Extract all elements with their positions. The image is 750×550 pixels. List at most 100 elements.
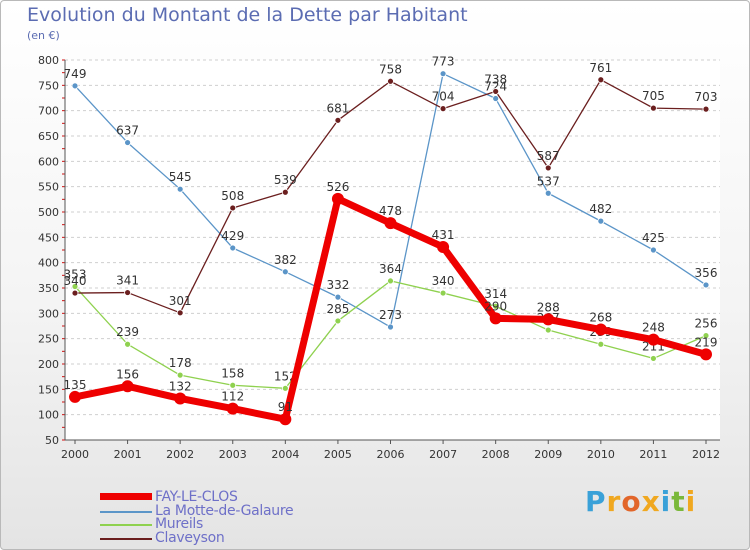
data-point-fay-le-clos — [121, 380, 134, 393]
y-tick-label: 650 — [38, 130, 59, 143]
data-label-fay-le-clos: 132 — [169, 379, 192, 393]
x-tick-label: 2007 — [429, 448, 457, 461]
x-tick-label: 2011 — [639, 448, 667, 461]
data-label-claveyson: 681 — [326, 101, 349, 115]
data-point-mureils — [650, 355, 657, 362]
x-tick-label: 2008 — [482, 448, 510, 461]
data-label-fay-le-clos: 219 — [695, 335, 718, 349]
data-label-mureils: 364 — [379, 262, 402, 276]
data-point-claveyson — [334, 116, 342, 124]
data-point-claveyson — [702, 105, 710, 113]
data-label-mureils: 158 — [221, 366, 244, 380]
data-point-mureils — [281, 384, 289, 392]
data-point-mureils — [71, 283, 79, 290]
data-point-fay-le-clos — [647, 333, 660, 346]
x-tick-label: 2003 — [219, 448, 247, 461]
data-point-claveyson — [597, 76, 605, 84]
data-label-claveyson: 341 — [116, 274, 139, 288]
data-label-la-motte-de-galaure: 482 — [589, 202, 612, 216]
data-point-la-motte-de-galaure — [71, 82, 79, 90]
data-point-claveyson — [387, 77, 394, 85]
data-label-mureils: 314 — [484, 287, 507, 301]
data-point-fay-le-clos — [594, 323, 607, 336]
y-tick-label: 600 — [38, 155, 59, 168]
x-tick-label: 2000 — [61, 448, 89, 461]
data-point-fay-le-clos — [384, 217, 397, 230]
data-point-la-motte-de-galaure — [650, 246, 657, 254]
data-point-fay-le-clos — [489, 312, 502, 325]
data-label-la-motte-de-galaure: 637 — [116, 124, 139, 138]
data-label-claveyson: 508 — [221, 189, 244, 203]
data-point-fay-le-clos — [331, 192, 344, 205]
data-point-claveyson — [229, 204, 237, 212]
data-label-fay-le-clos: 248 — [642, 321, 665, 335]
data-point-mureils — [439, 289, 447, 297]
y-tick-label: 400 — [38, 257, 59, 270]
data-point-la-motte-de-galaure — [702, 281, 710, 289]
legend-label: FAY-LE-CLOS — [155, 489, 238, 505]
data-label-mureils: 239 — [116, 325, 139, 339]
data-label-fay-le-clos: 268 — [589, 311, 612, 325]
data-label-la-motte-de-galaure: 545 — [169, 170, 192, 184]
y-tick-label: 750 — [38, 79, 59, 92]
data-label-fay-le-clos: 288 — [537, 300, 560, 314]
y-tick-label: 700 — [38, 105, 59, 118]
y-tick-label: 300 — [38, 307, 59, 320]
data-point-la-motte-de-galaure — [176, 185, 184, 193]
chart-title: Evolution du Montant de la Dette par Hab… — [27, 4, 468, 26]
data-label-claveyson: 703 — [695, 90, 718, 104]
x-tick-label: 2001 — [114, 448, 142, 461]
data-label-la-motte-de-galaure: 332 — [326, 278, 349, 292]
x-tick-label: 2009 — [534, 448, 562, 461]
data-label-la-motte-de-galaure: 273 — [379, 308, 402, 322]
legend-label: Mureils — [155, 516, 203, 532]
data-point-mureils — [492, 302, 500, 310]
y-tick-label: 500 — [38, 206, 59, 219]
data-label-la-motte-de-galaure: 356 — [695, 266, 718, 280]
data-label-mureils: 256 — [695, 317, 718, 331]
data-label-claveyson: 761 — [589, 61, 612, 75]
logo-letter: i — [685, 485, 697, 518]
y-tick-label: 200 — [38, 358, 59, 371]
data-label-claveyson: 587 — [537, 149, 560, 163]
data-label-la-motte-de-galaure: 429 — [221, 229, 244, 243]
plot-area — [65, 60, 720, 440]
data-label-fay-le-clos: 478 — [379, 204, 402, 218]
legend-swatch — [100, 511, 152, 513]
data-point-mureils — [387, 277, 394, 285]
data-label-claveyson: 340 — [64, 274, 87, 288]
data-point-la-motte-de-galaure — [492, 95, 500, 102]
x-tick-label: 2010 — [587, 448, 615, 461]
data-point-claveyson — [492, 88, 500, 95]
data-label-claveyson: 539 — [274, 173, 297, 187]
data-label-mureils: 340 — [432, 274, 455, 288]
y-tick-label: 100 — [38, 409, 59, 422]
y-tick-label: 800 — [38, 54, 59, 67]
data-point-mureils — [702, 332, 710, 340]
y-tick-label: 350 — [38, 282, 59, 295]
data-point-claveyson — [176, 309, 184, 317]
logo-letter: P — [585, 485, 607, 518]
data-point-mureils — [176, 371, 184, 379]
chart-subtitle: (en €) — [27, 29, 60, 42]
data-point-la-motte-de-galaure — [387, 323, 394, 331]
data-label-la-motte-de-galaure: 382 — [274, 253, 297, 267]
data-point-fay-le-clos — [279, 413, 292, 426]
x-tick-label: 2005 — [324, 448, 352, 461]
data-point-la-motte-de-galaure — [439, 70, 447, 78]
legend-swatch — [100, 493, 152, 500]
data-label-fay-le-clos: 290 — [484, 299, 507, 313]
data-point-fay-le-clos — [174, 392, 187, 405]
x-tick-label: 2004 — [271, 448, 299, 461]
data-point-la-motte-de-galaure — [544, 189, 552, 197]
data-point-mureils — [334, 317, 342, 325]
logo-letter: x — [641, 485, 661, 518]
data-label-mureils: 178 — [169, 356, 192, 370]
logo-letter: t — [671, 485, 686, 518]
data-point-la-motte-de-galaure — [281, 268, 289, 276]
data-label-mureils: 152 — [274, 369, 297, 383]
logo-letter: r — [606, 485, 622, 518]
data-point-mureils — [597, 340, 605, 348]
y-tick-label: 250 — [38, 333, 59, 346]
